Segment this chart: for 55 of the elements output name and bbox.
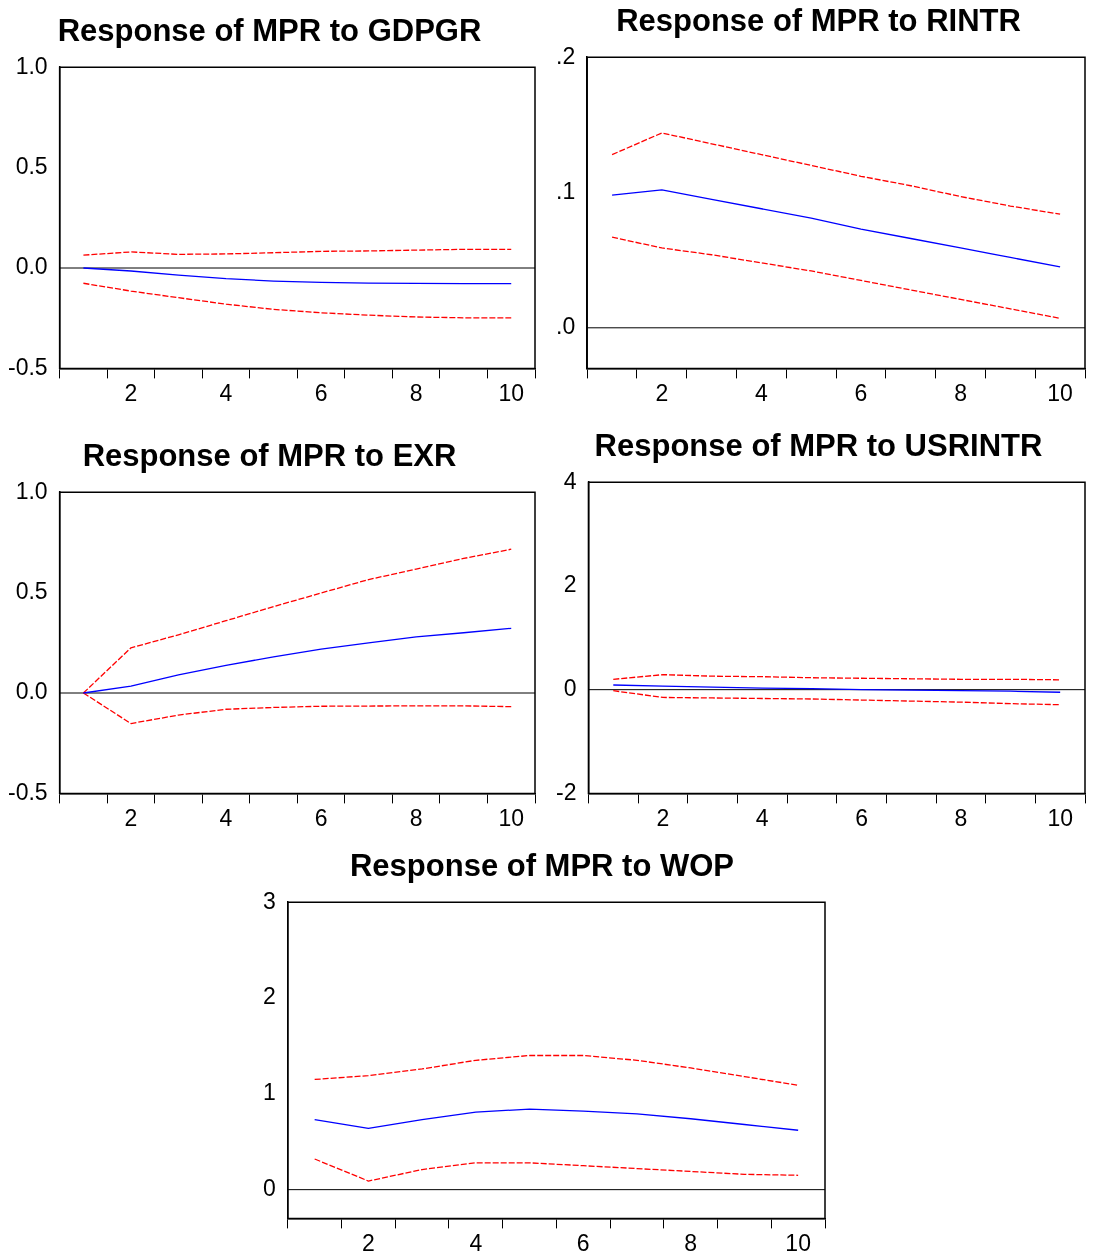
x-tick-label: 6 bbox=[314, 379, 328, 406]
chart-title: Response of MPR to USRINTR bbox=[594, 428, 1043, 464]
x-tick-label: 8 bbox=[954, 379, 967, 406]
x-tick-label: 8 bbox=[684, 1229, 698, 1256]
y-tick-label: -0.5 bbox=[7, 353, 48, 380]
y-tick-label: .1 bbox=[555, 177, 576, 204]
chart-title: Response of MPR to EXR bbox=[82, 438, 457, 474]
y-tick-label: -0.5 bbox=[7, 778, 48, 805]
x-tick-label: 4 bbox=[755, 379, 769, 406]
y-tick-label: 2 bbox=[563, 571, 577, 598]
x-tick-label: 6 bbox=[854, 379, 868, 406]
x-tick-label: 8 bbox=[409, 804, 423, 831]
y-tick-label: 0.5 bbox=[15, 152, 48, 179]
y-tick-label: 0 bbox=[262, 1175, 276, 1201]
x-tick-label: 10 bbox=[1047, 379, 1073, 406]
y-tick-label: 1 bbox=[262, 1079, 276, 1106]
x-tick-label: 6 bbox=[855, 804, 868, 831]
x-tick-label: 4 bbox=[469, 1229, 483, 1256]
x-tick-label: 8 bbox=[409, 379, 423, 406]
y-tick-label: 1.0 bbox=[15, 52, 48, 79]
y-tick-label: 0 bbox=[563, 675, 577, 702]
x-tick-label: 6 bbox=[576, 1229, 590, 1256]
x-tick-label: 2 bbox=[361, 1229, 375, 1256]
y-tick-label: 0.0 bbox=[15, 678, 48, 705]
y-tick-label: 0.0 bbox=[15, 253, 48, 280]
x-tick-label: 4 bbox=[219, 804, 233, 831]
x-tick-label: 8 bbox=[954, 804, 968, 831]
x-tick-label: 10 bbox=[498, 804, 525, 831]
y-tick-label: 4 bbox=[563, 467, 577, 494]
x-tick-label: 4 bbox=[755, 804, 769, 831]
x-tick-label: 2 bbox=[124, 379, 138, 406]
x-tick-label: 6 bbox=[314, 804, 328, 831]
x-tick-label: 4 bbox=[219, 379, 233, 406]
y-tick-label: -2 bbox=[556, 778, 577, 805]
line-series bbox=[314, 1158, 799, 1182]
y-tick-label: 1.0 bbox=[15, 477, 48, 504]
x-tick-label: 2 bbox=[124, 804, 138, 831]
y-tick-label: .2 bbox=[555, 42, 576, 69]
y-tick-label: 2 bbox=[262, 983, 276, 1010]
line-series bbox=[314, 1054, 799, 1086]
chart-title: Response of MPR to WOP bbox=[349, 848, 735, 884]
x-tick-label: 2 bbox=[655, 379, 669, 406]
x-tick-label: 10 bbox=[1047, 804, 1073, 831]
x-tick-label: 10 bbox=[498, 379, 525, 406]
line-series bbox=[82, 282, 512, 319]
line-series bbox=[611, 132, 1061, 215]
line-series bbox=[611, 236, 1061, 319]
x-tick-label: 10 bbox=[785, 1229, 811, 1256]
y-tick-label: 0.5 bbox=[15, 577, 48, 604]
chart-title: Response of MPR to RINTR bbox=[616, 3, 1021, 39]
chart-title: Response of MPR to GDPGR bbox=[57, 13, 482, 49]
y-tick-label: .0 bbox=[555, 313, 576, 340]
line-series bbox=[612, 690, 1061, 706]
y-tick-label: 3 bbox=[262, 887, 276, 914]
x-tick-label: 2 bbox=[656, 804, 670, 831]
